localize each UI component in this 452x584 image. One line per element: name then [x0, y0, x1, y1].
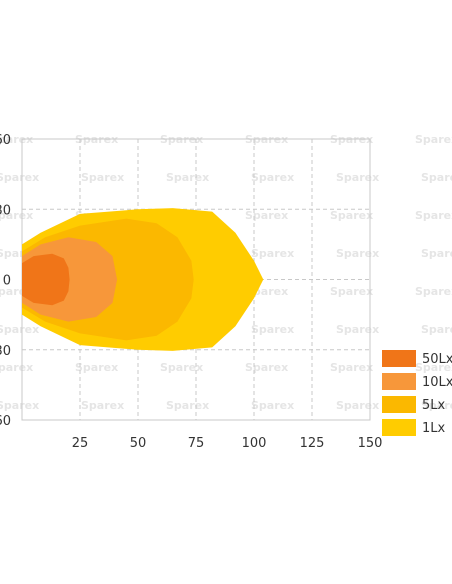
watermark-text: Sparex — [245, 209, 288, 222]
x-tick-label: 50 — [130, 436, 147, 451]
legend-swatch — [382, 396, 416, 413]
watermark-text: Sparex — [245, 361, 288, 374]
watermark-text: Sparex — [0, 171, 39, 184]
watermark-text: Sparex — [160, 361, 203, 374]
y-tick-label: 30 — [0, 203, 11, 218]
legend-label: 50Lx — [422, 352, 452, 367]
watermark-text: Sparex — [421, 399, 452, 412]
watermark-text: Sparex — [251, 323, 294, 336]
watermark-text: Sparex — [0, 209, 33, 222]
watermark-text: Sparex — [330, 209, 373, 222]
watermark-text: Sparex — [75, 361, 118, 374]
legend-label: 1Lx — [422, 421, 446, 436]
watermark-text: Sparex — [0, 323, 39, 336]
watermark-text: Sparex — [0, 361, 33, 374]
watermark-text: Sparex — [421, 171, 452, 184]
legend-label: 10Lx — [422, 375, 452, 390]
watermark-text: Sparex — [415, 285, 452, 298]
watermark-text: Sparex — [0, 133, 33, 146]
watermark-text: Sparex — [415, 361, 452, 374]
watermark-text: Sparex — [166, 171, 209, 184]
watermark-text: Sparex — [251, 247, 294, 260]
watermark-text: Sparex — [336, 247, 379, 260]
watermark-text: Sparex — [330, 361, 373, 374]
y-tick-label: 30 — [0, 344, 11, 359]
y-tick-label: 60 — [0, 133, 11, 148]
watermark-text: Sparex — [81, 399, 124, 412]
x-tick-label: 125 — [300, 436, 325, 451]
watermark-text: Sparex — [81, 171, 124, 184]
x-tick-label: 100 — [242, 436, 267, 451]
watermark-text: Sparex — [166, 399, 209, 412]
x-tick-label: 75 — [188, 436, 205, 451]
watermark-text: Sparex — [415, 133, 452, 146]
legend: 50Lx 10Lx 5Lx 1Lx — [382, 350, 452, 436]
watermark-text: Sparex — [415, 209, 452, 222]
watermark-text: Sparex — [421, 247, 452, 260]
legend-swatch — [382, 419, 416, 436]
watermark-text: Sparex — [336, 399, 379, 412]
watermark-text: Sparex — [336, 323, 379, 336]
x-tick-label: 25 — [72, 436, 89, 451]
legend-swatch — [382, 373, 416, 390]
legend-label: 5Lx — [422, 398, 446, 413]
legend-swatch — [382, 350, 416, 367]
isolux-areas — [22, 208, 264, 351]
watermark-text: Sparex — [0, 399, 39, 412]
watermark-text: Sparex — [251, 171, 294, 184]
watermark-text: Sparex — [251, 399, 294, 412]
watermark-text: Sparex — [421, 323, 452, 336]
tick-labels: 25 50 75 100 125 150 60 30 0 30 60 — [0, 133, 382, 451]
watermark-text: Sparex — [330, 285, 373, 298]
watermark-text: Sparex — [336, 171, 379, 184]
y-tick-label: 60 — [0, 414, 11, 429]
area-50lx — [22, 253, 70, 306]
y-tick-label: 0 — [3, 274, 11, 289]
x-tick-label: 150 — [358, 436, 383, 451]
